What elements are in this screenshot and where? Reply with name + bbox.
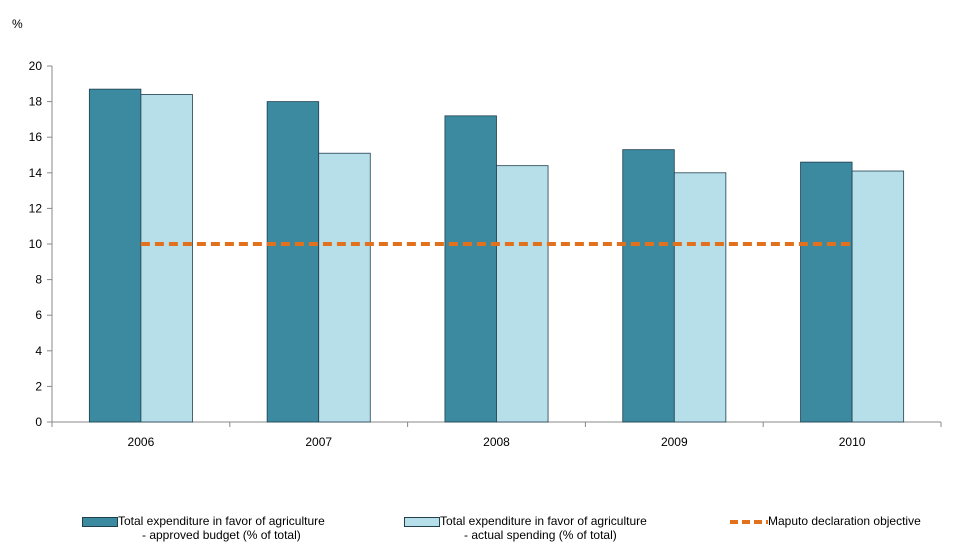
y-unit-label: % <box>12 17 23 31</box>
legend-item-actual: Total expenditure in favor of agricultur… <box>404 514 647 542</box>
x-tick-label: 2007 <box>305 435 332 449</box>
bar-actual-spending-2007 <box>318 152 371 423</box>
y-tick-label: 18 <box>29 95 43 109</box>
y-tick-label: 16 <box>29 130 43 144</box>
legend-label-approved: Total expenditure in favor of agricultur… <box>118 514 325 542</box>
bar-actual-spending-2006 <box>140 94 193 423</box>
x-tick-label: 2008 <box>483 435 510 449</box>
chart: % 0 2 4 6 8 10 12 14 16 18 20 2006 2007 2008 2009 2010 <box>12 17 942 449</box>
y-tick-label: 14 <box>29 166 43 180</box>
legend-swatch-maputo <box>730 517 768 527</box>
bar-approved-budget-2008 <box>444 115 497 423</box>
legend-label-actual: Total expenditure in favor of agricultur… <box>440 514 647 542</box>
legend-label-actual-line2: - actual spending (% of total) <box>464 528 617 542</box>
y-axis: 0 2 4 6 8 10 12 14 16 18 20 <box>29 59 53 429</box>
y-tick-label: 20 <box>29 59 43 73</box>
y-tick-label: 0 <box>35 415 42 429</box>
legend: Total expenditure in favor of agricultur… <box>0 514 959 548</box>
x-tick-label: 2006 <box>128 435 155 449</box>
bar-actual-spending-2008 <box>496 165 549 423</box>
legend-label-actual-line1: Total expenditure in favor of agricultur… <box>440 514 647 528</box>
legend-label-maputo-text: Maputo declaration objective <box>768 514 921 528</box>
y-tick-label: 8 <box>35 273 42 287</box>
legend-item-approved: Total expenditure in favor of agricultur… <box>82 514 325 542</box>
y-tick-label: 2 <box>35 379 42 393</box>
legend-label-approved-line1: Total expenditure in favor of agricultur… <box>118 514 325 528</box>
bar-approved-budget-2007 <box>266 101 320 423</box>
x-axis: 2006 2007 2008 2009 2010 <box>51 421 942 449</box>
y-tick-label: 10 <box>29 237 43 251</box>
bar-approved-budget-2010 <box>800 161 853 423</box>
legend-item-maputo: Maputo declaration objective <box>730 514 921 528</box>
bars <box>88 88 905 423</box>
x-tick-label: 2009 <box>661 435 688 449</box>
legend-swatch-actual <box>404 517 440 527</box>
legend-label-maputo: Maputo declaration objective <box>768 514 921 528</box>
legend-swatch-approved <box>82 517 118 527</box>
legend-label-approved-line2: - approved budget (% of total) <box>142 528 301 542</box>
bar-actual-spending-2009 <box>673 172 727 423</box>
bar-approved-budget-2006 <box>88 88 142 423</box>
bar-actual-spending-2010 <box>851 170 905 423</box>
y-tick-label: 6 <box>35 308 42 322</box>
y-tick-label: 4 <box>35 344 42 358</box>
bar-approved-budget-2009 <box>622 149 675 423</box>
y-tick-label: 12 <box>29 201 43 215</box>
x-tick-label: 2010 <box>839 435 866 449</box>
